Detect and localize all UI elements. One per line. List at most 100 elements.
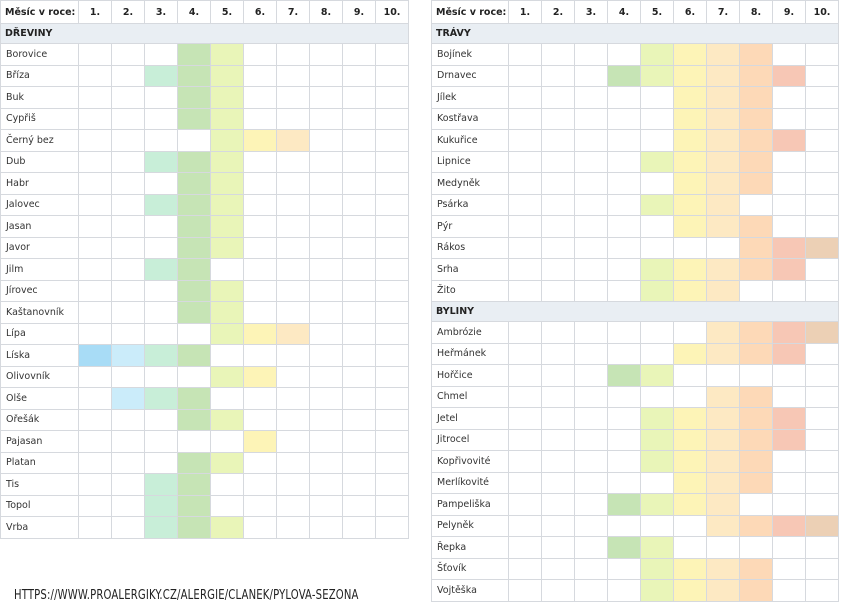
pollen-cell-empty-month-8 [309,258,343,281]
pollen-cell-empty-month-1 [508,129,542,152]
pollen-cell-active-month-4 [177,408,211,431]
pollen-cell-empty-month-6 [243,301,277,324]
pollen-cell-empty-month-6 [673,514,707,537]
pollen-cell-active-month-7 [706,321,740,344]
plant-row-oresak: Ořešák [0,408,409,431]
pollen-cell-active-month-5 [640,450,674,473]
plant-name: Hořčice [431,364,509,387]
month-header-10: 10. [805,0,839,24]
plant-name: Vrba [0,516,79,539]
pollen-cell-empty-month-7 [276,107,310,130]
pollen-cell-active-month-1 [78,344,112,367]
pollen-cell-empty-month-2 [111,64,145,87]
pollen-cell-empty-month-9 [342,473,376,496]
pollen-cell-active-month-7 [706,428,740,451]
pollen-cell-empty-month-9 [772,172,806,195]
pollen-cell-empty-month-8 [309,150,343,173]
pollen-cell-empty-month-8 [309,387,343,410]
pollen-cell-active-month-6 [673,172,707,195]
pollen-cell-empty-month-2 [541,172,575,195]
plant-row-vojteska: Vojtěška [431,579,839,602]
pollen-cell-empty-month-5 [210,258,244,281]
pollen-cell-empty-month-7 [276,365,310,388]
pollen-cell-empty-month-3 [144,43,178,66]
pollen-cell-empty-month-1 [78,236,112,259]
month-header-6: 6. [243,0,277,24]
pollen-cell-empty-month-1 [508,407,542,430]
plant-name: Srha [431,258,509,281]
plant-row-bojinek: Bojínek [431,43,839,66]
pollen-cell-active-month-9 [772,64,806,87]
pollen-cell-active-month-4 [177,236,211,259]
plant-row-repka: Řepka [431,536,839,559]
pollen-cell-active-month-5 [210,451,244,474]
pollen-cell-empty-month-1 [508,258,542,281]
plant-name: Olše [0,387,79,410]
pollen-cell-empty-month-10 [805,215,839,238]
pollen-cell-empty-month-1 [78,107,112,130]
pollen-cell-empty-month-7 [276,150,310,173]
pollen-cell-empty-month-1 [508,579,542,602]
pollen-cell-empty-month-2 [541,450,575,473]
pollen-cell-empty-month-9 [342,86,376,109]
pollen-cell-active-month-3 [144,516,178,539]
pollen-cell-empty-month-1 [78,172,112,195]
pollen-cell-empty-month-8 [739,364,773,387]
pollen-cell-active-month-4 [177,107,211,130]
pollen-cell-empty-month-1 [78,129,112,152]
section-row-travy: TRÁVY [431,23,839,44]
plant-name: Borovice [0,43,79,66]
pollen-cell-empty-month-3 [574,579,608,602]
pollen-cell-empty-month-8 [309,494,343,517]
plant-row-kukurice: Kukuřice [431,129,839,152]
pollen-cell-empty-month-1 [78,301,112,324]
pollen-cell-active-month-5 [640,150,674,173]
plant-name: Psárka [431,193,509,216]
pollen-cell-active-month-6 [673,150,707,173]
pollen-cell-empty-month-1 [78,430,112,453]
pollen-cell-empty-month-10 [375,387,409,410]
pollen-cell-active-month-3 [144,387,178,410]
pollen-cell-empty-month-2 [541,43,575,66]
pollen-cell-empty-month-9 [772,107,806,130]
pollen-cell-empty-month-8 [739,193,773,216]
pollen-cell-empty-month-5 [640,342,674,365]
pollen-cell-empty-month-9 [342,279,376,302]
pollen-cell-active-month-5 [210,86,244,109]
pollen-cell-empty-month-2 [541,193,575,216]
pollen-calendar-right: Měsíc v roce: 1. 2. 3. 4. 5. 6. 7. 8. 9. 10. TRÁVY B… [431,0,839,602]
pollen-cell-empty-month-1 [508,236,542,259]
pollen-cell-empty-month-6 [673,536,707,559]
pollen-cell-empty-month-3 [574,258,608,281]
pollen-cell-empty-month-9 [772,385,806,408]
pollen-cell-empty-month-2 [111,451,145,474]
pollen-cell-empty-month-4 [607,471,641,494]
pollen-cell-empty-month-10 [375,129,409,152]
pollen-cell-active-month-7 [706,215,740,238]
pollen-cell-empty-month-7 [276,430,310,453]
pollen-cell-active-month-8 [739,236,773,259]
pollen-cell-empty-month-2 [541,579,575,602]
pollen-cell-active-month-8 [739,385,773,408]
pollen-cell-active-month-4 [177,150,211,173]
pollen-cell-empty-month-3 [574,364,608,387]
pollen-cell-empty-month-6 [673,236,707,259]
pollen-cell-empty-month-3 [574,129,608,152]
pollen-cell-active-month-3 [144,64,178,87]
pollen-cell-active-month-3 [144,193,178,216]
pollen-cell-active-month-6 [243,430,277,453]
plant-row-zito: Žito [431,279,839,302]
pollen-cell-empty-month-2 [541,279,575,302]
pollen-cell-empty-month-10 [805,43,839,66]
pollen-cell-active-month-8 [739,215,773,238]
pollen-cell-active-month-8 [739,321,773,344]
pollen-cell-empty-month-3 [144,172,178,195]
pollen-cell-active-month-4 [177,516,211,539]
plant-row-koprivovite: Kopřivovité [431,450,839,473]
pollen-cell-empty-month-9 [772,193,806,216]
plant-name: Buk [0,86,79,109]
pollen-cell-active-month-5 [640,279,674,302]
pollen-cell-empty-month-10 [805,258,839,281]
pollen-cell-empty-month-8 [309,215,343,238]
pollen-cell-empty-month-1 [78,322,112,345]
